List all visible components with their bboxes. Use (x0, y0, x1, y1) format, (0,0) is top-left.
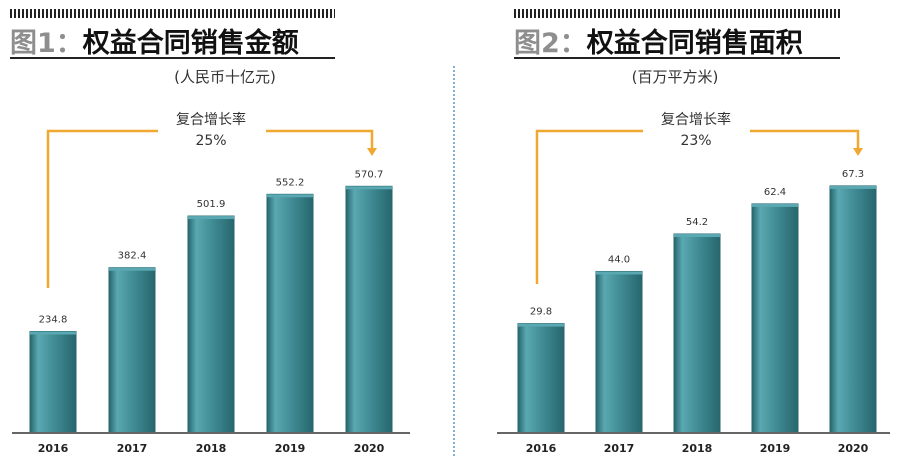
chart-plot-2: 复合增长率 23% 29.8 2016 44.0 2017 54.2 2018 62.4 20… (450, 0, 900, 461)
bar (346, 186, 392, 433)
bar (518, 324, 564, 433)
bar-cap (188, 216, 234, 219)
bar (30, 332, 76, 433)
cagr-value: 23% (680, 133, 711, 149)
bar (752, 204, 798, 433)
cagr-arrowhead (853, 148, 863, 156)
cagr-arrow-right (750, 131, 858, 149)
x-tick-label: 2020 (838, 442, 869, 455)
bar-cap (674, 234, 720, 237)
cagr-arrow-left (48, 131, 158, 288)
value-label: 552.2 (276, 177, 305, 188)
bar-cap (752, 204, 798, 207)
x-tick-label: 2019 (275, 442, 306, 455)
value-label: 382.4 (118, 251, 147, 262)
bar-cap (346, 186, 392, 189)
bar-cap (267, 194, 313, 197)
x-tick-label: 2020 (354, 442, 385, 455)
x-tick-label: 2017 (117, 442, 148, 455)
bar (109, 268, 155, 433)
x-tick-label: 2018 (196, 442, 227, 455)
bar-cap (30, 332, 76, 335)
cagr-label: 复合增长率 (176, 111, 246, 128)
value-label: 501.9 (197, 199, 226, 210)
bar (267, 194, 313, 433)
value-label: 44.0 (608, 254, 630, 265)
bar (188, 216, 234, 433)
value-label: 62.4 (764, 187, 786, 198)
bar-cap (109, 268, 155, 271)
value-label: 67.3 (842, 169, 864, 180)
bar (596, 271, 642, 433)
bar-cap (596, 271, 642, 274)
value-label: 29.8 (530, 307, 552, 318)
x-tick-label: 2017 (604, 442, 635, 455)
bar (830, 186, 876, 433)
bar (674, 234, 720, 433)
x-tick-label: 2019 (760, 442, 791, 455)
bar-cap (518, 324, 564, 327)
cagr-label: 复合增长率 (661, 111, 731, 128)
cagr-value: 25% (195, 133, 226, 149)
x-tick-label: 2016 (526, 442, 557, 455)
bar-cap (830, 186, 876, 189)
cagr-arrow-right (266, 131, 372, 149)
value-label: 54.2 (686, 217, 708, 228)
value-label: 234.8 (39, 315, 68, 326)
chart-panel-1: 图1：权益合同销售金额 (人民币十亿元) 复合增长率 25% 234.8 2016… (0, 0, 450, 461)
x-tick-label: 2018 (682, 442, 713, 455)
cagr-arrowhead (367, 148, 377, 156)
chart-panel-2: 图2：权益合同销售面积 (百万平方米) 复合增长率 23% 29.8 2016 44… (450, 0, 900, 461)
chart-plot-1: 复合增长率 25% 234.8 2016 382.4 2017 501.9 2018 552… (0, 0, 450, 461)
x-tick-label: 2016 (38, 442, 69, 455)
value-label: 570.7 (355, 169, 384, 180)
